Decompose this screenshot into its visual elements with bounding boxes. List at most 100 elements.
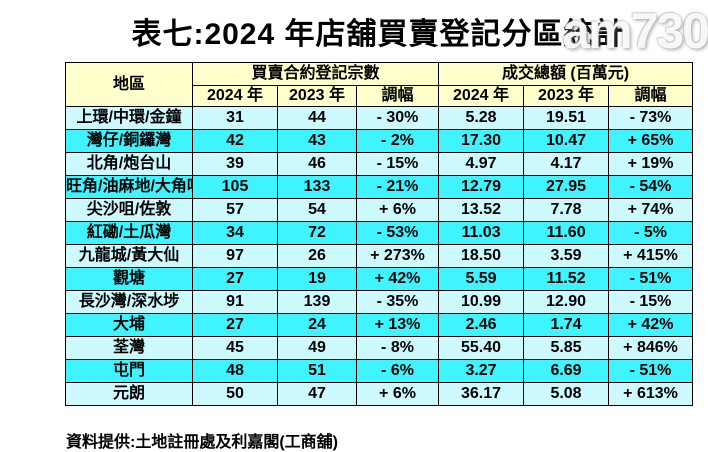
value-change-cell: - 51% bbox=[608, 359, 694, 383]
count-2024-cell: 50 bbox=[192, 382, 278, 406]
count-2024-cell: 57 bbox=[192, 198, 278, 222]
region-cell: 北角/炮台山 bbox=[65, 152, 193, 176]
column-header-2024-value: 2024 年 bbox=[438, 85, 525, 107]
count-change-cell: - 53% bbox=[355, 221, 440, 245]
region-cell: 屯門 bbox=[65, 359, 193, 383]
value-change-cell: + 65% bbox=[608, 129, 694, 153]
value-change-cell: + 19% bbox=[608, 152, 694, 176]
count-2023-cell: 44 bbox=[277, 106, 357, 130]
count-change-cell: - 8% bbox=[355, 336, 440, 360]
table-row: 九龍城/黃大仙 97 26 + 273% 18.50 3.59 + 415% bbox=[65, 244, 694, 268]
count-2023-cell: 43 bbox=[277, 129, 357, 153]
table-body: 上環/中環/金鐘 31 44 - 30% 5.28 19.51 - 73% 灣仔… bbox=[65, 106, 694, 406]
value-change-cell: - 73% bbox=[608, 106, 694, 130]
count-2024-cell: 27 bbox=[192, 313, 278, 337]
region-cell: 長沙灣/深水埗 bbox=[65, 290, 193, 314]
value-2023-cell: 3.59 bbox=[523, 244, 610, 268]
region-cell: 觀塘 bbox=[65, 267, 193, 291]
count-change-cell: + 273% bbox=[355, 244, 440, 268]
value-2024-cell: 13.52 bbox=[438, 198, 525, 222]
value-2024-cell: 5.59 bbox=[438, 267, 525, 291]
region-cell: 荃灣 bbox=[65, 336, 193, 360]
count-2023-cell: 139 bbox=[277, 290, 357, 314]
region-cell: 旺角/油麻地/大角咀 bbox=[65, 175, 193, 199]
value-2023-cell: 12.90 bbox=[523, 290, 610, 314]
value-change-cell: + 415% bbox=[608, 244, 694, 268]
value-2024-cell: 3.27 bbox=[438, 359, 525, 383]
district-stats-table: 地區 買賣合約登記宗數 成交總額 (百萬元) 2024 年 2023 年 調幅 … bbox=[65, 62, 694, 406]
count-change-cell: + 42% bbox=[355, 267, 440, 291]
count-change-cell: - 35% bbox=[355, 290, 440, 314]
value-2023-cell: 11.52 bbox=[523, 267, 610, 291]
value-2024-cell: 12.79 bbox=[438, 175, 525, 199]
value-2023-cell: 7.78 bbox=[523, 198, 610, 222]
count-change-cell: + 13% bbox=[355, 313, 440, 337]
region-cell: 紅磡/土瓜灣 bbox=[65, 221, 193, 245]
count-2024-cell: 97 bbox=[192, 244, 278, 268]
table-row: 尖沙咀/佐敦 57 54 + 6% 13.52 7.78 + 74% bbox=[65, 198, 694, 222]
value-change-cell: + 74% bbox=[608, 198, 694, 222]
count-2024-cell: 31 bbox=[192, 106, 278, 130]
table-row: 北角/炮台山 39 46 - 15% 4.97 4.17 + 19% bbox=[65, 152, 694, 176]
value-2024-cell: 11.03 bbox=[438, 221, 525, 245]
count-2024-cell: 45 bbox=[192, 336, 278, 360]
count-2023-cell: 49 bbox=[277, 336, 357, 360]
count-2024-cell: 105 bbox=[192, 175, 278, 199]
group-header-total-value: 成交總額 (百萬元) bbox=[438, 62, 694, 86]
count-2024-cell: 27 bbox=[192, 267, 278, 291]
table-row: 旺角/油麻地/大角咀 105 133 - 21% 12.79 27.95 - 5… bbox=[65, 175, 694, 199]
count-2024-cell: 48 bbox=[192, 359, 278, 383]
value-2024-cell: 10.99 bbox=[438, 290, 525, 314]
count-change-cell: - 6% bbox=[355, 359, 440, 383]
region-cell: 大埔 bbox=[65, 313, 193, 337]
table-row: 大埔 27 24 + 13% 2.46 1.74 + 42% bbox=[65, 313, 694, 337]
count-2024-cell: 42 bbox=[192, 129, 278, 153]
count-change-cell: - 30% bbox=[355, 106, 440, 130]
count-change-cell: - 15% bbox=[355, 152, 440, 176]
region-cell: 灣仔/銅鑼灣 bbox=[65, 129, 193, 153]
value-change-cell: - 54% bbox=[608, 175, 694, 199]
value-2023-cell: 1.74 bbox=[523, 313, 610, 337]
value-2023-cell: 11.60 bbox=[523, 221, 610, 245]
value-2023-cell: 5.85 bbox=[523, 336, 610, 360]
value-change-cell: - 51% bbox=[608, 267, 694, 291]
table-row: 屯門 48 51 - 6% 3.27 6.69 - 51% bbox=[65, 359, 694, 383]
value-2023-cell: 27.95 bbox=[523, 175, 610, 199]
count-2023-cell: 51 bbox=[277, 359, 357, 383]
value-change-cell: - 5% bbox=[608, 221, 694, 245]
count-2023-cell: 54 bbox=[277, 198, 357, 222]
value-2023-cell: 5.08 bbox=[523, 382, 610, 406]
table-row: 上環/中環/金鐘 31 44 - 30% 5.28 19.51 - 73% bbox=[65, 106, 694, 130]
column-header-2023-value: 2023 年 bbox=[523, 85, 610, 107]
group-header-row: 地區 買賣合約登記宗數 成交總額 (百萬元) bbox=[65, 62, 694, 107]
sub-header-row: 2024 年 2023 年 調幅 2024 年 2023 年 調幅 bbox=[66, 85, 694, 107]
count-2023-cell: 72 bbox=[277, 221, 357, 245]
count-2023-cell: 19 bbox=[277, 267, 357, 291]
value-2024-cell: 36.17 bbox=[438, 382, 525, 406]
table-row: 元朗 50 47 + 6% 36.17 5.08 + 613% bbox=[65, 382, 694, 406]
value-2023-cell: 4.17 bbox=[523, 152, 610, 176]
column-header-region: 地區 bbox=[65, 62, 193, 107]
region-cell: 元朗 bbox=[65, 382, 193, 406]
count-2023-cell: 24 bbox=[277, 313, 357, 337]
source-note: 資料提供:土地註冊處及利嘉閣(工商舖) bbox=[66, 434, 338, 451]
value-2024-cell: 2.46 bbox=[438, 313, 525, 337]
group-header-registrations: 買賣合約登記宗數 bbox=[191, 62, 440, 86]
table-row: 長沙灣/深水埗 91 139 - 35% 10.99 12.90 - 15% bbox=[65, 290, 694, 314]
column-header-2024-count: 2024 年 bbox=[192, 85, 278, 107]
page-title: 表七:2024 年店舖買賣登記分區統計 bbox=[131, 18, 626, 51]
value-change-cell: - 15% bbox=[608, 290, 694, 314]
value-change-cell: + 846% bbox=[608, 336, 694, 360]
column-header-2023-count: 2023 年 bbox=[277, 85, 357, 107]
value-change-cell: + 613% bbox=[608, 382, 694, 406]
region-cell: 尖沙咀/佐敦 bbox=[65, 198, 193, 222]
value-2024-cell: 17.30 bbox=[438, 129, 525, 153]
count-2023-cell: 133 bbox=[277, 175, 357, 199]
column-header-change-count: 調幅 bbox=[355, 85, 440, 107]
column-header-change-value: 調幅 bbox=[608, 85, 694, 107]
count-change-cell: - 21% bbox=[355, 175, 440, 199]
table-row: 灣仔/銅鑼灣 42 43 - 2% 17.30 10.47 + 65% bbox=[65, 129, 694, 153]
value-2024-cell: 5.28 bbox=[438, 106, 525, 130]
value-2024-cell: 55.40 bbox=[438, 336, 525, 360]
